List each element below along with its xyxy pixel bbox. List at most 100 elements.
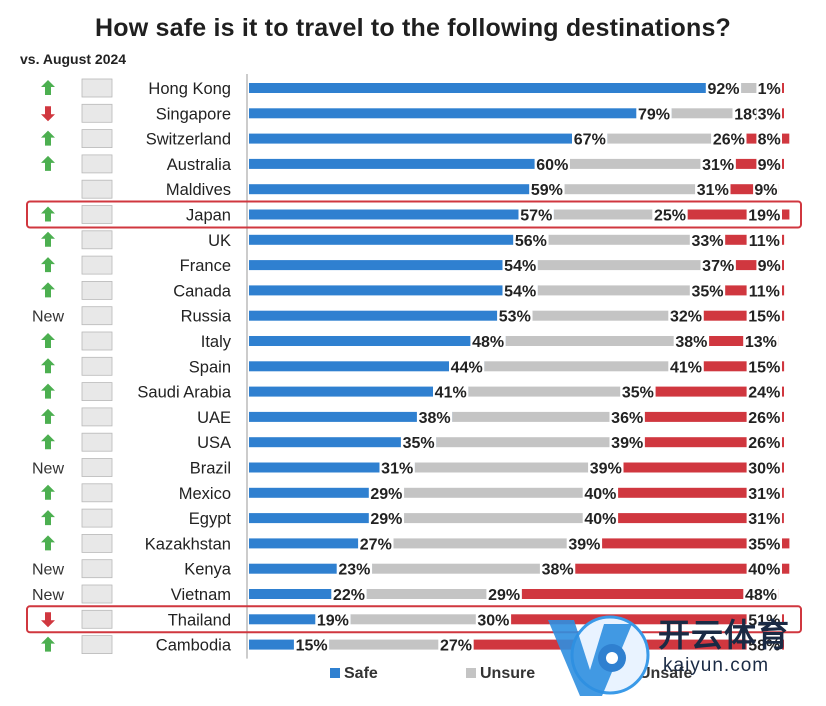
data-label-safe: 59% xyxy=(531,182,563,199)
flag-italy-icon xyxy=(81,331,113,351)
trend-up-icon xyxy=(41,408,55,424)
data-label-bg xyxy=(668,305,704,326)
category-label: Kenya xyxy=(184,561,232,579)
category-label: Italy xyxy=(201,333,232,351)
data-label-unsafe: 24% xyxy=(748,385,780,402)
data-label-bg xyxy=(475,609,512,630)
data-label-unsafe: 31% xyxy=(748,486,780,503)
data-label-bg xyxy=(502,280,538,301)
data-label-safe: 54% xyxy=(504,283,536,300)
trend-down-icon xyxy=(41,106,55,122)
category-label: Singapore xyxy=(156,105,231,123)
data-label-bg xyxy=(746,609,782,630)
data-label-bg xyxy=(416,406,453,427)
data-label-bg xyxy=(315,609,351,630)
data-label-bg xyxy=(358,533,394,554)
data-label-bg xyxy=(746,508,782,529)
trend-new-label: New xyxy=(32,309,64,326)
data-label-unsure: 40% xyxy=(584,486,616,503)
data-label-unsure: 25% xyxy=(654,208,686,225)
data-label-bg xyxy=(746,457,782,478)
data-label-unsure: 27% xyxy=(440,638,472,655)
data-label-bg xyxy=(486,584,522,604)
data-label-bg xyxy=(539,558,576,579)
bar-unsure-thailand xyxy=(350,614,512,625)
category-label: Thailand xyxy=(168,611,231,629)
flag-usa-icon xyxy=(81,432,113,452)
data-label-unsure: 38% xyxy=(542,562,574,579)
bar-safe-usa xyxy=(249,437,437,448)
trend-new-label: New xyxy=(32,461,64,478)
data-label-safe: 57% xyxy=(520,208,552,225)
bar-unsure-switzerland xyxy=(607,133,747,144)
data-label-unsafe: 19% xyxy=(748,208,780,225)
flag-switzerland-icon xyxy=(81,129,113,149)
data-label-unsafe: 3% xyxy=(758,106,781,123)
bar-unsure-uae xyxy=(452,411,645,422)
data-label-unsure: 31% xyxy=(697,182,729,199)
bar-safe-thailand xyxy=(249,614,351,625)
category-label: Saudi Arabia xyxy=(137,384,231,402)
watermark-url: kaiyun.com xyxy=(663,655,770,676)
data-label-bg xyxy=(400,432,437,453)
data-label-unsafe: 9% xyxy=(758,258,781,275)
data-label-bg xyxy=(695,179,731,200)
data-label-unsure: 30% xyxy=(477,612,509,629)
bar-safe-cambodia xyxy=(249,639,330,650)
data-label-safe: 15% xyxy=(296,638,328,655)
data-label-safe: 44% xyxy=(451,359,483,376)
data-label-bg xyxy=(756,78,782,98)
data-label-safe: 67% xyxy=(574,132,606,149)
bar-safe-singapore xyxy=(249,108,672,119)
watermark: 开云体育 kaiyun.com xyxy=(540,600,826,701)
category-label: USA xyxy=(197,434,231,452)
flag-maldives-icon xyxy=(81,179,113,199)
trend-up-icon xyxy=(41,231,55,247)
bar-safe-kazakhstan xyxy=(249,538,394,549)
data-label-bg xyxy=(746,558,782,579)
flag-uk-icon xyxy=(81,230,113,250)
category-label: Switzerland xyxy=(146,131,231,149)
data-label-safe: 60% xyxy=(536,157,568,174)
data-label-unsafe: 48% xyxy=(745,587,777,604)
flag-vietnam-icon xyxy=(81,584,113,604)
data-label-safe: 35% xyxy=(403,435,435,452)
flag-australia-icon xyxy=(81,154,113,174)
data-label-bg xyxy=(502,255,538,276)
bar-unsure-brazil xyxy=(414,462,624,473)
trend-up-icon xyxy=(41,636,55,652)
bar-safe-saudi-arabia xyxy=(249,386,469,397)
data-label-bg xyxy=(756,103,782,124)
data-label-bg xyxy=(620,381,656,402)
category-label: Canada xyxy=(173,282,232,300)
data-label-safe: 19% xyxy=(317,612,349,629)
data-label-unsafe: 9% xyxy=(758,157,781,174)
chart-title: How safe is it to travel to the followin… xyxy=(94,14,732,42)
bar-unsure-egypt xyxy=(404,513,619,524)
data-label-unsure: 32% xyxy=(670,309,702,326)
trend-up-icon xyxy=(41,434,55,450)
data-label-unsafe: 30% xyxy=(748,461,780,478)
data-label-bg xyxy=(746,432,782,453)
bar-unsafe-kenya xyxy=(575,563,790,574)
bar-unsure-maldives xyxy=(564,184,731,195)
data-label-bg xyxy=(705,78,742,98)
data-label-bg xyxy=(609,432,645,453)
data-label-safe: 56% xyxy=(515,233,547,250)
data-label-bg xyxy=(368,482,405,503)
bar-safe-france xyxy=(249,260,538,271)
data-label-bg xyxy=(449,356,485,377)
data-label-unsure: 40% xyxy=(584,511,616,528)
bar-safe-brazil xyxy=(249,462,415,473)
data-label-bg xyxy=(566,533,603,554)
category-label: Hong Kong xyxy=(148,80,231,98)
bar-safe-spain xyxy=(249,361,485,372)
legend-label-safe: Safe xyxy=(344,665,378,682)
bar-safe-uk xyxy=(249,234,549,245)
flag-mexico-icon xyxy=(81,483,113,503)
data-label-bg xyxy=(746,634,782,655)
data-label-unsafe: 11% xyxy=(749,283,780,300)
data-label-safe: 79% xyxy=(638,106,670,123)
data-label-bg xyxy=(379,457,415,478)
trend-up-icon xyxy=(41,257,55,273)
